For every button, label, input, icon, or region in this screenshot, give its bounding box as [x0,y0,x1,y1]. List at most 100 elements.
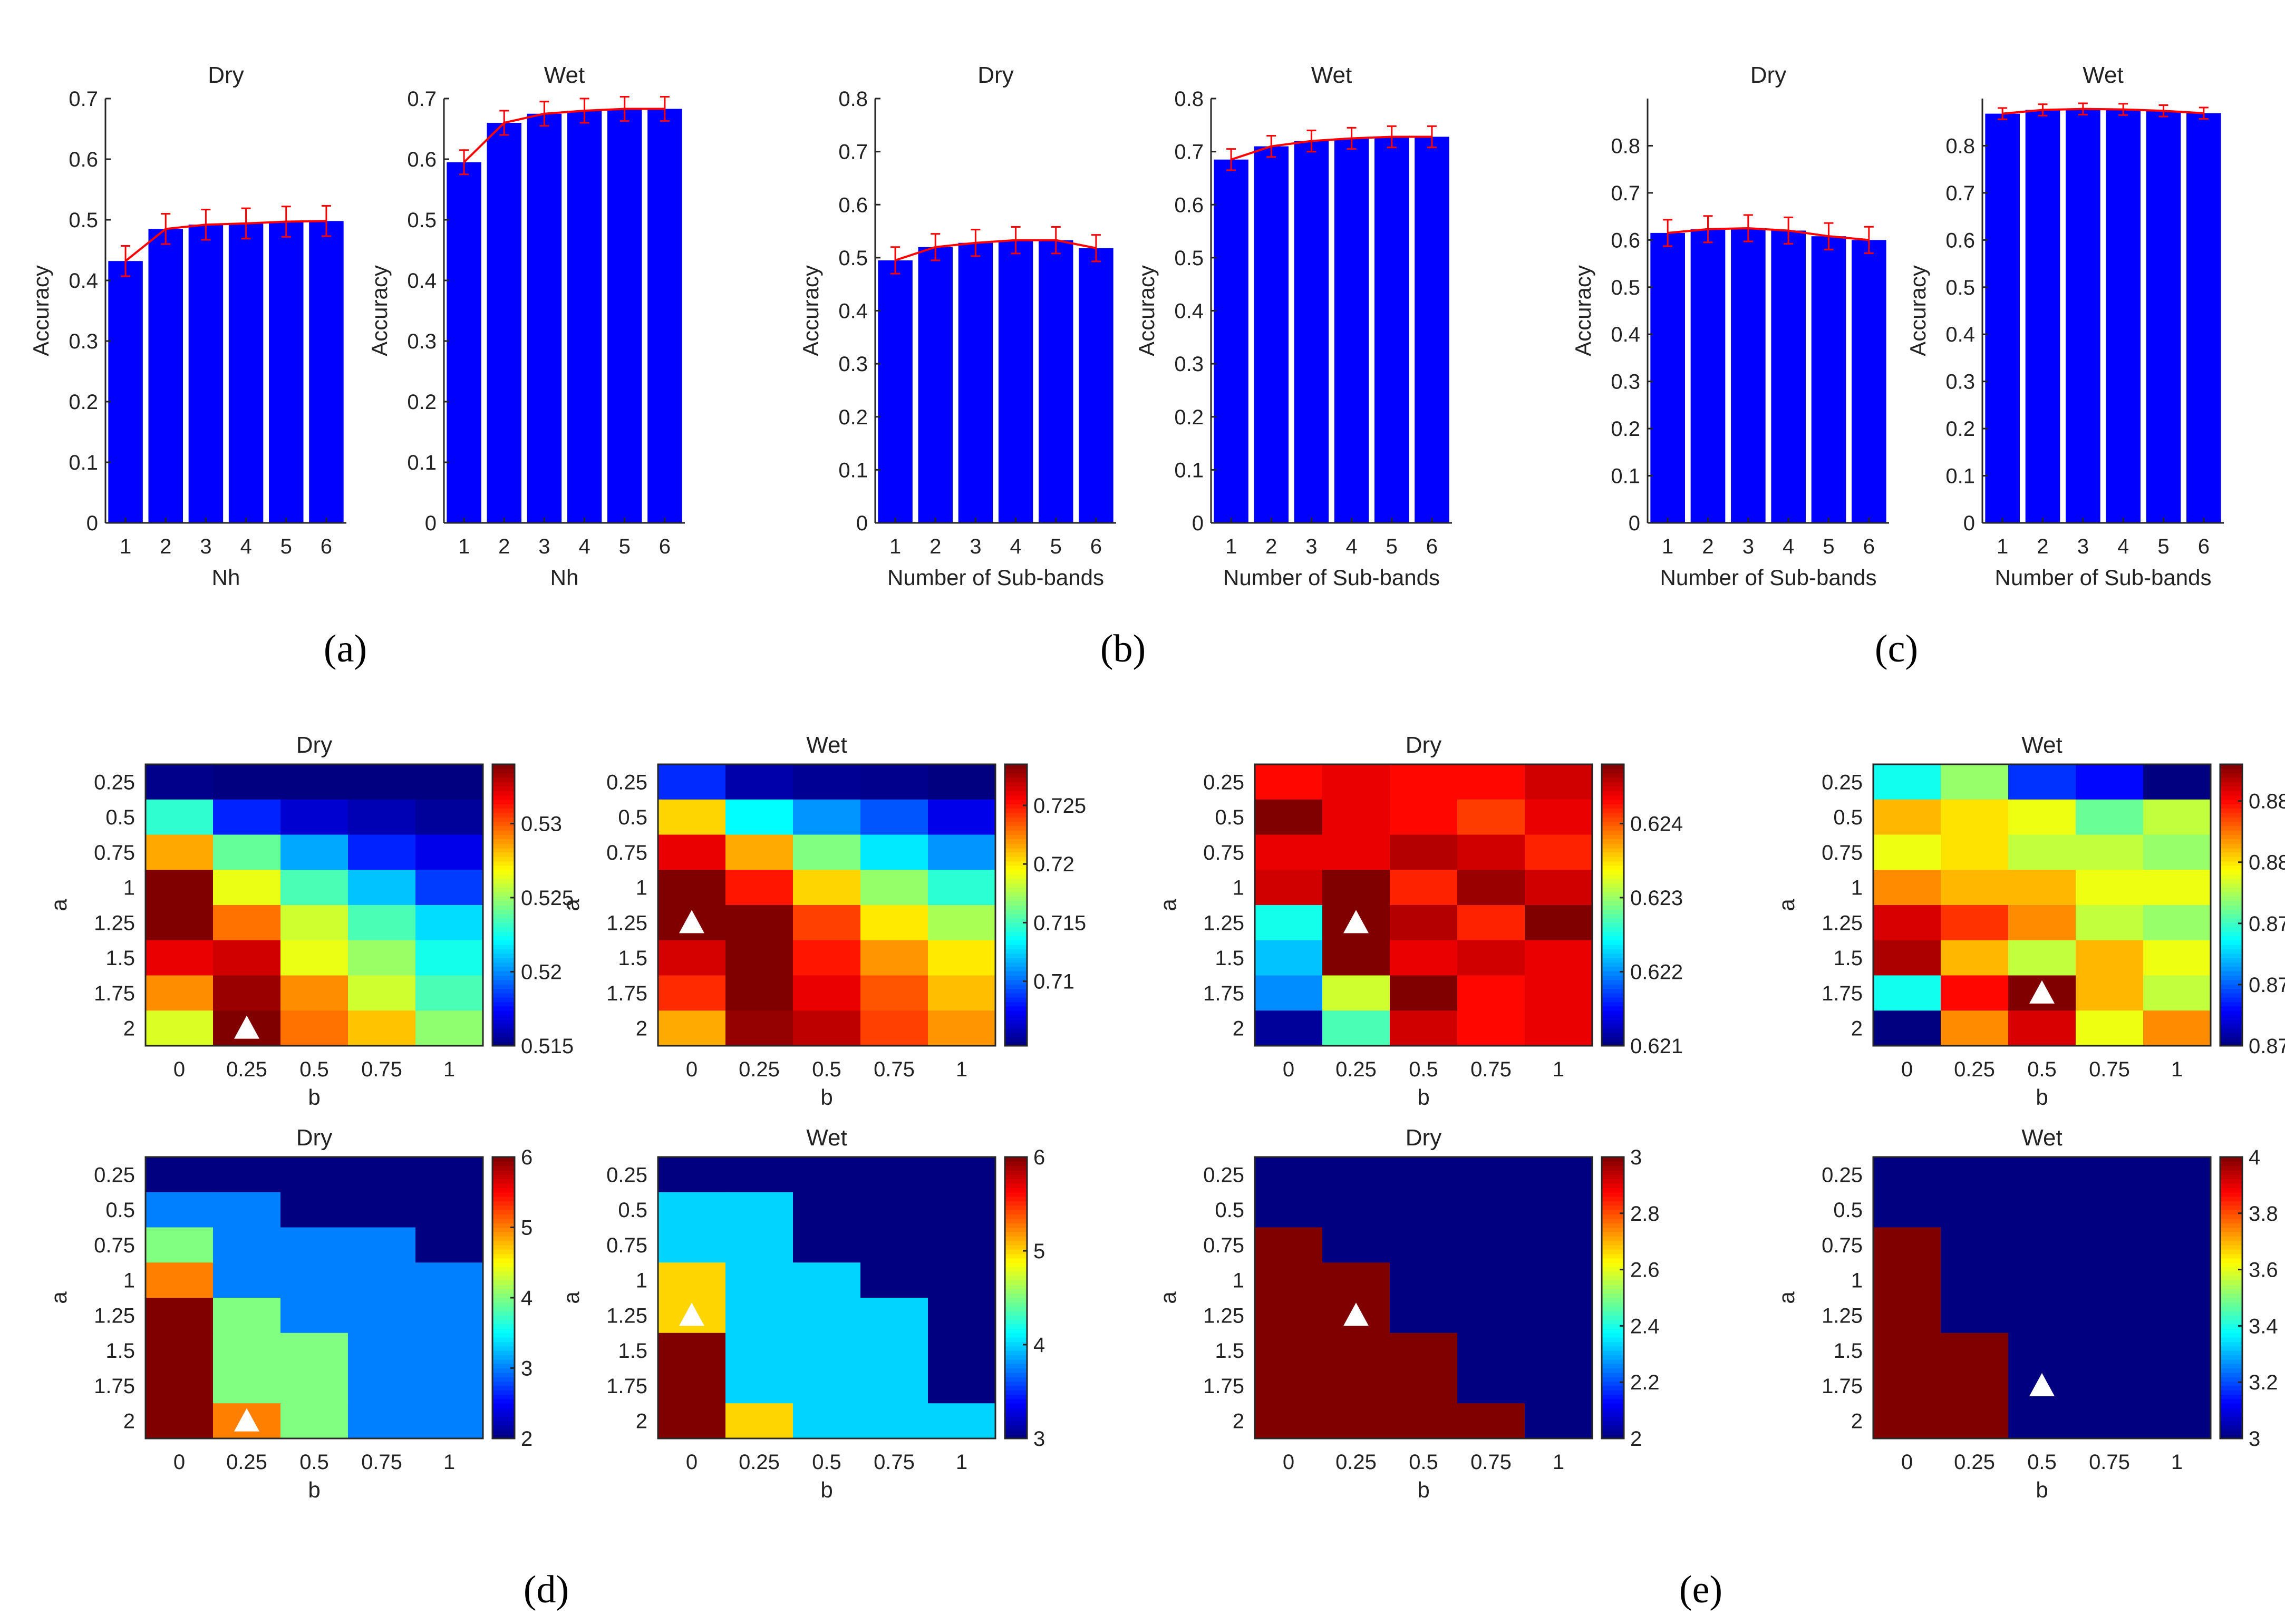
y-tick-label: 1.5 [105,1339,135,1363]
heatmap-cell [725,1192,793,1228]
heatmap-cell [415,940,483,976]
heatmap-cell [1873,1157,1941,1193]
heatmap-cell [1941,940,2009,976]
colorbar-swatch [492,1333,515,1338]
chart-title: Wet [806,1125,847,1151]
colorbar-tick-label: 0.72 [1033,853,1074,876]
colorbar-swatch [2220,1192,2242,1197]
plot-area [875,99,1116,523]
colorbar-swatch [492,861,515,866]
colorbar-swatch [492,786,515,791]
heatmap-cell [860,1192,928,1228]
y-tick-label: 0.8 [1945,134,1975,158]
colorbar-swatch [1602,1416,1624,1422]
colorbar-swatch [492,1271,515,1276]
colorbar-tick-label: 0.623 [1630,887,1683,910]
colorbar-swatch [492,791,515,796]
colorbar-swatch [2220,1302,2242,1307]
heatmap-cell [1873,1333,1941,1369]
colorbar-swatch [2220,1315,2242,1320]
colorbar-swatch [1005,1170,1027,1175]
colorbar-swatch [1602,1319,1624,1325]
heatmap-cell [2143,1298,2211,1334]
heatmap-cell [280,764,348,800]
x-tick-label: 1 [889,535,901,558]
y-axis-label: Accuracy [1905,265,1930,356]
colorbar-swatch [1005,1001,1027,1007]
heatmap-cell [1873,940,1941,976]
colorbar-swatch [1005,1315,1027,1320]
x-tick-label: 0.5 [299,1451,329,1474]
heatmap-cell [1525,975,1593,1011]
y-tick-label: 2 [123,1017,135,1040]
colorbar-swatch [1602,1412,1624,1417]
colorbar-swatch [1005,1412,1027,1417]
heatmap-cell [348,1010,416,1046]
heatmap-cell [280,1368,348,1404]
y-tick-label: 0.5 [105,1199,135,1222]
colorbar-swatch [2220,808,2242,813]
colorbar-swatch [492,1284,515,1289]
x-axis-label: b [308,1477,320,1502]
colorbar-swatch [2220,993,2242,998]
heatmap-cell [1255,870,1323,906]
bar [1374,137,1409,523]
colorbar-swatch [2220,1425,2242,1430]
colorbar-swatch [2220,975,2242,980]
heatmap-e-dry-nh: 0.25 0.5 0.75 1 1.25 1.5 1.75 2 0 0.25 0.5 0.75 1 Dry… [1156,1125,1660,1502]
colorbar-swatch [2220,1289,2242,1294]
bar [958,242,993,523]
colorbar-swatch [1602,953,1624,958]
colorbar-swatch [1005,988,1027,994]
colorbar-swatch [1005,817,1027,822]
x-tick-label: 0.75 [874,1451,915,1474]
colorbar-swatch [1005,1355,1027,1360]
heatmap-cell [928,799,996,835]
colorbar-swatch [2220,1183,2242,1189]
colorbar-swatch [492,1276,515,1281]
colorbar-swatch [2220,962,2242,967]
heatmap-cell [213,975,281,1011]
colorbar-tick-label: 3 [1033,1427,1045,1451]
x-tick-label: 2 [160,535,171,558]
colorbar-swatch [1005,1227,1027,1232]
x-tick-label: 6 [321,535,332,558]
heatmap-cell [860,905,928,941]
heatmap-cell [1457,764,1525,800]
colorbar-swatch [2220,1328,2242,1334]
heatmap-cell [928,1403,996,1439]
heatmap-cell [1525,834,1593,870]
heatmap-cell [1873,834,1941,870]
x-tick-label: 1 [2171,1451,2183,1474]
y-tick-label: 0.2 [838,406,868,429]
colorbar-swatch [1005,1390,1027,1395]
error-bar [241,207,251,240]
heatmap-cell [1322,764,1390,800]
colorbar-swatch [1005,1210,1027,1215]
y-tick-label: 0.5 [105,806,135,829]
y-axis-label: a [46,1291,71,1304]
bar [1811,236,1846,523]
colorbar-swatch [2220,958,2242,963]
colorbar-swatch [2220,1276,2242,1281]
y-tick-label: 0.5 [1611,276,1640,299]
chart-title: Dry [1406,732,1441,758]
colorbar-swatch [1005,825,1027,831]
heatmap-cell [1873,1010,1941,1046]
x-tick-label: 0.75 [1470,1451,1512,1474]
colorbar-swatch [1602,940,1624,945]
colorbar-swatch [492,843,515,849]
colorbar-swatch [492,839,515,844]
colorbar-swatch [1602,931,1624,937]
heatmap-cell [2076,940,2144,976]
colorbar-swatch [492,1311,515,1316]
colorbar-swatch [1005,839,1027,844]
x-tick-label: 2 [498,535,510,558]
colorbar-swatch [1005,993,1027,998]
colorbar-swatch [1602,1364,1624,1369]
heatmap-cell [2143,940,2211,976]
colorbar-swatch [492,874,515,879]
colorbar-swatch [492,918,515,923]
plot-frame [1872,1156,2212,1440]
heatmap-cell [658,1368,726,1404]
